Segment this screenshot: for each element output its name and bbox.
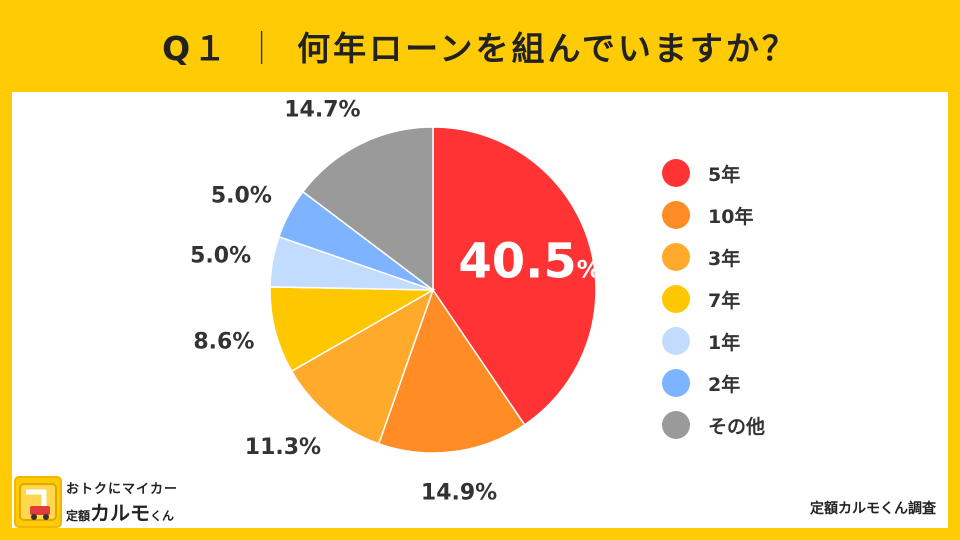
slice-value-label: 14.9% (421, 480, 497, 505)
legend-label: 7年 (708, 289, 741, 312)
logo-brand-prefix: 定額 (66, 509, 91, 523)
legend-item: 10年 (662, 194, 862, 236)
chart-legend: 5年 10年 3年 7年 1年 2年その他 (662, 152, 862, 446)
legend-label: その他 (708, 415, 766, 438)
slice-value-label: 5.0% (211, 183, 272, 208)
survey-credit: 定額カルモくん調査 (810, 501, 936, 517)
pie-slice (377, 288, 526, 454)
slice-value-label: 8.6% (193, 329, 254, 354)
chart-panel: 40.5% 14.9% 11.3% 8.6% 5.0% 5.0% 14.7% 5年 10年 3年… (12, 92, 948, 528)
car-logo-icon (14, 476, 62, 528)
legend-swatch (662, 243, 690, 271)
legend-label: 1年 (708, 331, 741, 354)
legend-swatch (662, 201, 690, 229)
legend-item: 3年 (662, 236, 862, 278)
legend-swatch (662, 369, 690, 397)
legend-swatch (662, 285, 690, 313)
slice-value-label: 11.3% (245, 435, 321, 460)
brand-logo: おトクにマイカー 定額カルモくん (14, 474, 204, 530)
logo-tagline: おトクにマイカー (66, 482, 179, 497)
pie-chart: 40.5% 14.9% 11.3% 8.6% 5.0% 5.0% 14.7% (190, 97, 601, 505)
question-text: 何年ローンを組んでいますか？ (297, 29, 798, 68)
chart-title: Q１ ｜ 何年ローンを組んでいますか？ (0, 0, 960, 92)
logo-brand: 定額カルモくん (66, 497, 178, 526)
title-divider: ｜ (245, 29, 282, 68)
legend-swatch (662, 327, 690, 355)
legend-item: 7年 (662, 278, 862, 320)
legend-item: 5年 (662, 152, 862, 194)
legend-label: 2年 (708, 373, 741, 396)
pie-slice (290, 288, 435, 445)
logo-brand-suffix: くん (150, 509, 175, 523)
legend-label: 3年 (708, 247, 741, 270)
pie-slice (269, 286, 436, 373)
legend-item: その他 (662, 404, 862, 446)
logo-brand-name: カルモ (90, 501, 151, 525)
pie-slice (301, 126, 434, 292)
legend-swatch (662, 411, 690, 439)
legend-item: 1年 (662, 320, 862, 362)
legend-label: 10年 (708, 205, 754, 228)
slice-value-label: 14.7% (284, 97, 360, 122)
slice-value-label: 5.0% (190, 243, 251, 268)
pie-slice (432, 126, 597, 426)
slice-value-label: 40.5% (458, 233, 600, 289)
question-number: Q１ (162, 29, 230, 68)
legend-swatch (662, 159, 690, 187)
legend-label: 5年 (708, 163, 741, 186)
legend-item: 2年 (662, 362, 862, 404)
